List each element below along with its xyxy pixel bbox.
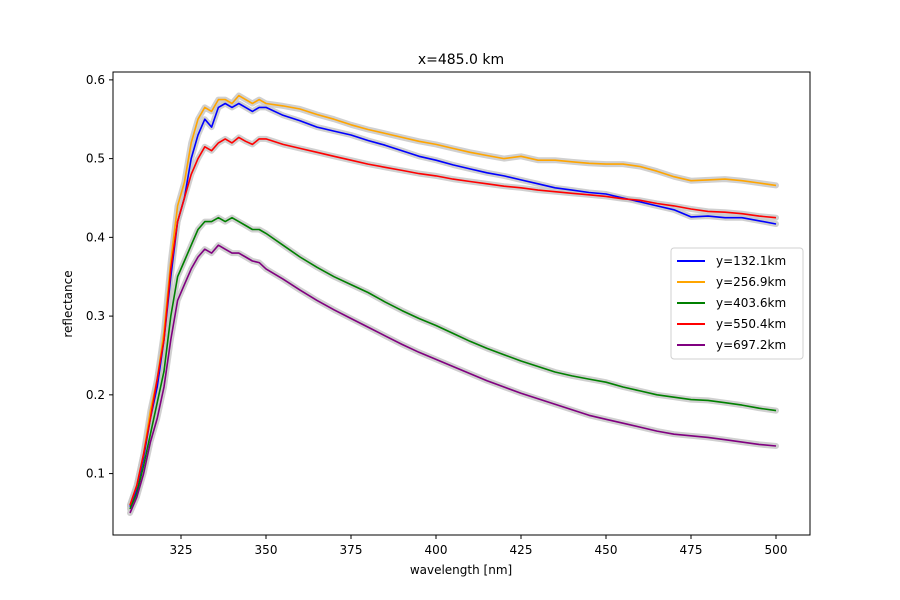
legend-label-1: y=132.1km — [716, 254, 786, 268]
legend-label-3: y=403.6km — [716, 296, 786, 310]
y-axis-label: reflectance — [61, 270, 75, 337]
legend-label-4: y=550.4km — [716, 317, 786, 331]
series-line-5 — [129, 244, 777, 514]
x-tick-label: 375 — [340, 543, 363, 557]
plot-area — [127, 92, 779, 516]
axes-frame — [112, 71, 811, 536]
x-axis-label: wavelength [nm] — [410, 563, 512, 577]
series-line-4 — [129, 136, 777, 506]
x-tick-label: 475 — [680, 543, 703, 557]
x-tick-label: 450 — [595, 543, 618, 557]
legend-label-5: y=697.2km — [716, 338, 786, 352]
x-tick-label: 500 — [765, 543, 788, 557]
x-tick-label: 325 — [170, 543, 193, 557]
x-tick-label: 400 — [425, 543, 448, 557]
axes: 325 350 375 400 425 450 475 500 0.1 0.2 0.3 0.4 0.5 0… — [86, 71, 811, 557]
y-tick-label: 0.6 — [86, 73, 105, 87]
x-tick-label: 425 — [510, 543, 533, 557]
y-tick-label: 0.5 — [86, 152, 105, 166]
series-line-2 — [129, 94, 777, 506]
y-tick-label: 0.3 — [86, 309, 105, 323]
x-tick-label: 350 — [255, 543, 278, 557]
series-line-3 — [129, 216, 777, 510]
y-tick-label: 0.1 — [86, 467, 105, 481]
legend-label-2: y=256.9km — [716, 275, 786, 289]
legend-box — [670, 247, 804, 360]
chart-title: x=485.0 km — [418, 52, 504, 68]
y-tick-label: 0.4 — [86, 230, 105, 244]
legend: y=132.1km y=256.9km y=403.6km y=550.4km y=69… — [670, 247, 804, 360]
y-tick-label: 0.2 — [86, 388, 105, 402]
